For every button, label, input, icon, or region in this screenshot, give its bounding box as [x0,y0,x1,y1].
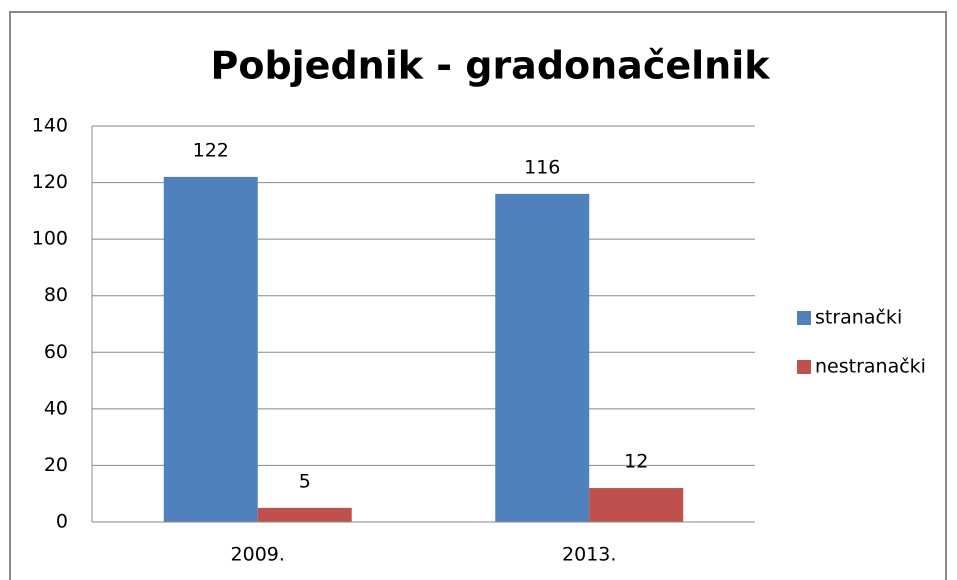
bar [163,176,258,522]
chart-title: Pobjednik - gradonačelnik [211,44,771,88]
bar [257,507,352,522]
y-tick-label: 140 [32,115,68,137]
data-label: 116 [524,156,560,178]
y-tick-label: 40 [44,397,68,419]
data-label: 12 [624,451,648,473]
data-label: 122 [193,139,229,161]
legend-label: stranački [815,307,902,329]
y-tick-label: 20 [44,454,68,476]
x-tick-label: 2013. [562,544,616,566]
x-tick-label: 2009. [231,544,285,566]
y-tick-label: 100 [32,228,68,250]
y-tick-label: 120 [32,171,68,193]
data-label: 5 [299,470,311,492]
bar [589,488,684,522]
y-tick-label: 60 [44,341,68,363]
legend-swatch [797,360,811,374]
y-tick-label: 0 [56,511,68,533]
y-tick-label: 80 [44,284,68,306]
legend-swatch [797,311,811,325]
legend-label: nestranački [815,356,926,378]
bar [495,193,590,522]
